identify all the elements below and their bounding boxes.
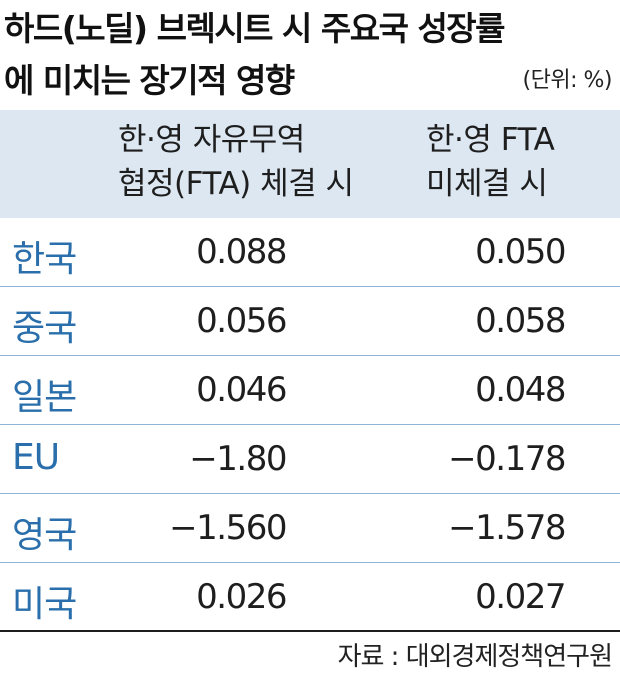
table-row-usa: 미국 0.026 0.027 [0,563,620,631]
chart-title-line-1: 하드(노딜) 브렉시트 시 주요국 성장률 [4,9,506,48]
value-fta-unsigned: −1.578 [448,508,566,548]
table-header-band [0,110,620,218]
header-fta-signed: 한·영 자유무역 협정(FTA) 체결 시 [118,118,354,206]
row-divider [0,493,620,494]
row-divider [0,424,620,425]
table-row-eu: EU −1.80 −0.178 [0,425,620,493]
table-row-japan: 일본 0.046 0.048 [0,356,620,424]
unit-label: (단위: %) [522,68,613,93]
header-fta-unsigned-line-1: 한·영 FTA [426,122,555,158]
value-fta-unsigned: 0.050 [475,232,566,272]
value-fta-signed: 0.046 [196,370,287,410]
table-row-uk: 영국 −1.560 −1.578 [0,494,620,562]
value-fta-unsigned: 0.027 [475,577,566,617]
header-fta-signed-line-2: 협정(FTA) 체결 시 [118,166,354,202]
source-note: 자료 : 대외경제정책연구원 [337,642,613,672]
row-divider [0,286,620,287]
table-bottom-rule [0,630,620,632]
country-label: 한국 [12,239,77,280]
row-divider [0,562,620,563]
value-fta-signed: −1.80 [189,439,287,479]
header-fta-signed-line-1: 한·영 자유무역 [118,122,305,158]
country-label: 일본 [12,377,77,418]
header-fta-unsigned: 한·영 FTA 미체결 시 [426,118,555,206]
row-divider [0,355,620,356]
value-fta-signed: 0.056 [196,301,287,341]
value-fta-unsigned: 0.048 [475,370,566,410]
value-fta-unsigned: 0.058 [475,301,566,341]
value-fta-signed: 0.088 [196,232,287,272]
country-label: EU [12,437,60,478]
country-label: 영국 [12,515,77,556]
table-row-korea: 한국 0.088 0.050 [0,218,620,286]
table-row-china: 중국 0.056 0.058 [0,287,620,355]
country-label: 미국 [12,584,77,625]
value-fta-signed: 0.026 [196,577,287,617]
country-label: 중국 [12,308,77,349]
chart-title-line-2: 에 미치는 장기적 영향 [4,61,295,100]
value-fta-unsigned: −0.178 [448,439,566,479]
value-fta-signed: −1.560 [169,508,287,548]
header-fta-unsigned-line-2: 미체결 시 [426,166,548,202]
